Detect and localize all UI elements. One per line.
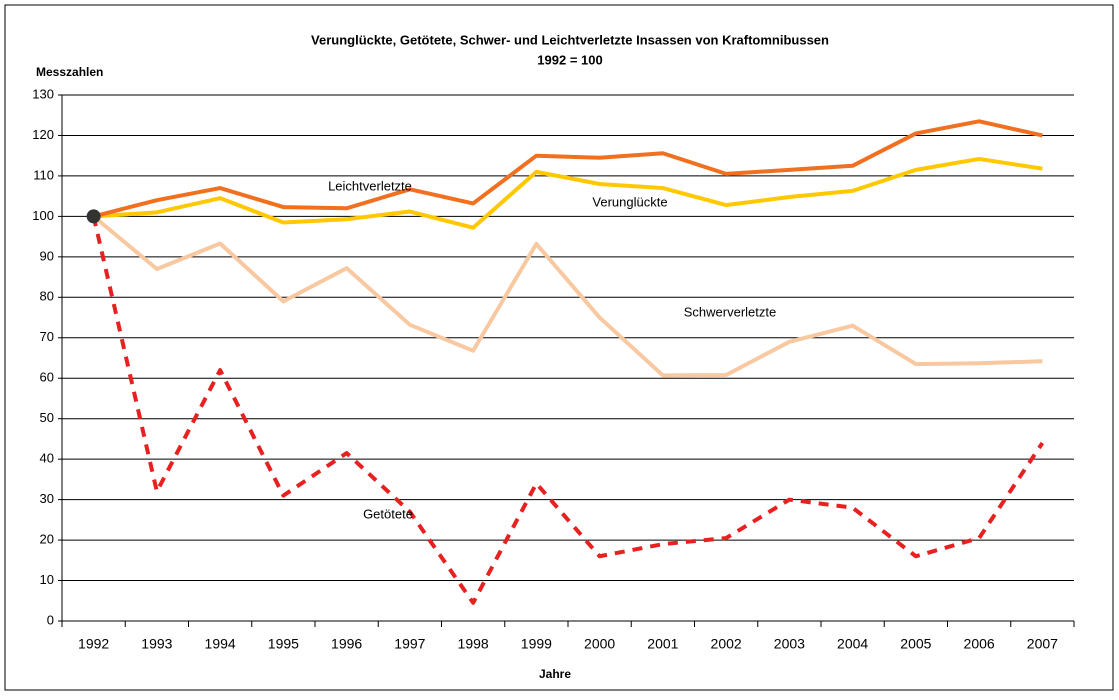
y-tick-label: 70 [40,329,54,344]
series-label: Leichtverletzte [328,178,412,193]
y-axis-label: Messzahlen [36,65,103,79]
x-tick-label: 2005 [900,636,931,652]
x-tick-label: 1999 [521,636,552,652]
y-tick-label: 100 [32,208,54,223]
y-tick-label: 10 [40,572,54,587]
x-tick-label: 2000 [584,636,615,652]
x-tick-label: 2003 [774,636,805,652]
y-tick-label: 110 [33,167,54,182]
series-label: Getötete [363,506,413,521]
series-line [91,215,1045,605]
series-line [93,156,1043,230]
x-tick-label: 2002 [711,636,742,652]
series-label: Schwerverletzte [684,304,776,319]
series-line [92,214,1043,378]
y-tick-label: 120 [32,127,54,142]
x-tick-label: 1997 [394,636,425,652]
y-tick-label: 90 [40,248,54,263]
y-tick-label: 0 [47,612,54,627]
y-tick-label: 130 [32,86,54,101]
x-tick-label: 1996 [331,636,362,652]
series-line [93,119,1043,219]
y-tick-label: 80 [40,289,54,304]
y-tick-label: 60 [40,370,54,385]
x-tick-label: 2007 [1027,636,1058,652]
x-tick-label: 1995 [268,636,299,652]
start-point [86,209,101,224]
y-tick-label: 20 [40,532,54,547]
y-tick-label: 40 [40,451,54,466]
x-axis-label: Jahre [539,667,571,681]
frame [4,4,1114,691]
chart-title: Verunglückte, Getötete, Schwer- und Leic… [311,32,829,47]
chart-subtitle: 1992 = 100 [537,52,602,67]
x-tick-label: 1994 [205,636,236,652]
x-tick-label: 2001 [647,636,678,652]
series-label: Verunglückte [592,194,667,209]
y-tick-label: 30 [40,491,54,506]
x-tick-label: 2006 [964,636,995,652]
x-tick-label: 1992 [78,636,109,652]
x-tick-label: 2004 [837,636,868,652]
y-tick-label: 50 [40,410,54,425]
x-tick-label: 1993 [141,636,172,652]
x-tick-label: 1998 [458,636,489,652]
